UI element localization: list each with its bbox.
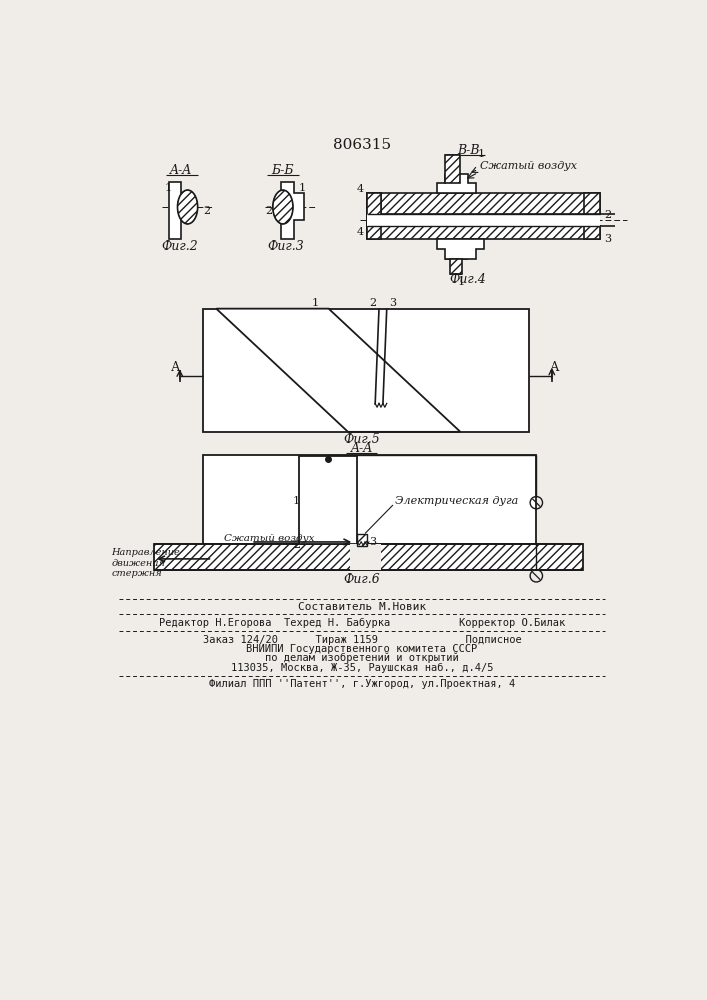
Text: 2: 2 [604,210,611,220]
Text: Редактор Н.Егорова  Техред Н. Бабурка           Корректор О.Билак: Редактор Н.Егорова Техред Н. Бабурка Кор… [159,618,565,628]
Polygon shape [216,309,460,432]
Text: 113035, Москва, Ж-35, Раушская наб., д.4/5: 113035, Москва, Ж-35, Раушская наб., д.4… [230,662,493,673]
Bar [351,544,381,570]
Polygon shape [281,182,304,239]
Polygon shape [357,534,368,546]
Polygon shape [154,544,583,570]
Text: ВНИИПИ Государственного комитета СССР: ВНИИПИ Государственного комитета СССР [246,644,477,654]
Text: 1: 1 [312,298,319,308]
Bar [368,214,600,226]
Text: 1: 1 [292,496,299,506]
Text: 1: 1 [457,277,464,287]
Text: А: А [170,361,180,374]
Text: Составитель М.Новик: Составитель М.Новик [298,602,426,612]
Text: A-A: A-A [170,164,192,177]
Text: 1: 1 [477,149,484,159]
Text: Электрическая дуга: Электрическая дуга [395,496,518,506]
Text: Фиг.6: Фиг.6 [344,573,380,586]
Polygon shape [368,193,600,214]
Bar [203,309,529,432]
Polygon shape [368,193,381,239]
Polygon shape [437,174,476,193]
Polygon shape [169,182,191,239]
Text: Б-Б: Б-Б [271,164,293,177]
Text: 4: 4 [356,227,363,237]
Polygon shape [445,155,460,183]
Text: Фиг.3: Фиг.3 [268,240,305,253]
Text: 806315: 806315 [333,138,391,152]
Polygon shape [368,226,600,239]
Text: Фиг.5: Фиг.5 [344,433,380,446]
Text: Направление
движения
стержня: Направление движения стержня [112,548,180,578]
Text: 3: 3 [389,298,396,308]
Text: Фиг.2: Фиг.2 [161,240,198,253]
Ellipse shape [177,190,198,224]
Bar [203,455,537,544]
Polygon shape [450,259,462,274]
Text: 1: 1 [298,183,305,193]
Text: А: А [550,361,560,374]
Text: 1: 1 [164,183,172,193]
Polygon shape [368,193,381,239]
Text: 3: 3 [369,537,376,547]
Text: 2: 2 [265,206,272,216]
Text: Сжатый воздух: Сжатый воздух [224,534,315,543]
Ellipse shape [273,190,293,224]
Text: 3: 3 [604,234,611,244]
Text: 2: 2 [370,298,377,308]
Text: Филиал ППП ''Патент'', г.Ужгород, ул.Проектная, 4: Филиал ППП ''Патент'', г.Ужгород, ул.Про… [209,679,515,689]
Text: 4: 4 [356,184,363,194]
Polygon shape [437,239,484,259]
Text: 2: 2 [293,540,301,550]
Text: A-A: A-A [351,442,373,455]
Polygon shape [585,193,600,214]
Text: по делам изобретений и открытий: по делам изобретений и открытий [265,653,459,663]
Text: Сжатый воздух: Сжатый воздух [480,161,577,171]
Text: Фиг.4: Фиг.4 [450,273,486,286]
Text: В-В: В-В [457,144,479,157]
Polygon shape [585,226,600,239]
Text: Заказ 124/20      Тираж 1159              Подписное: Заказ 124/20 Тираж 1159 Подписное [203,635,521,645]
Bar [299,456,357,544]
Text: 2: 2 [203,206,210,216]
